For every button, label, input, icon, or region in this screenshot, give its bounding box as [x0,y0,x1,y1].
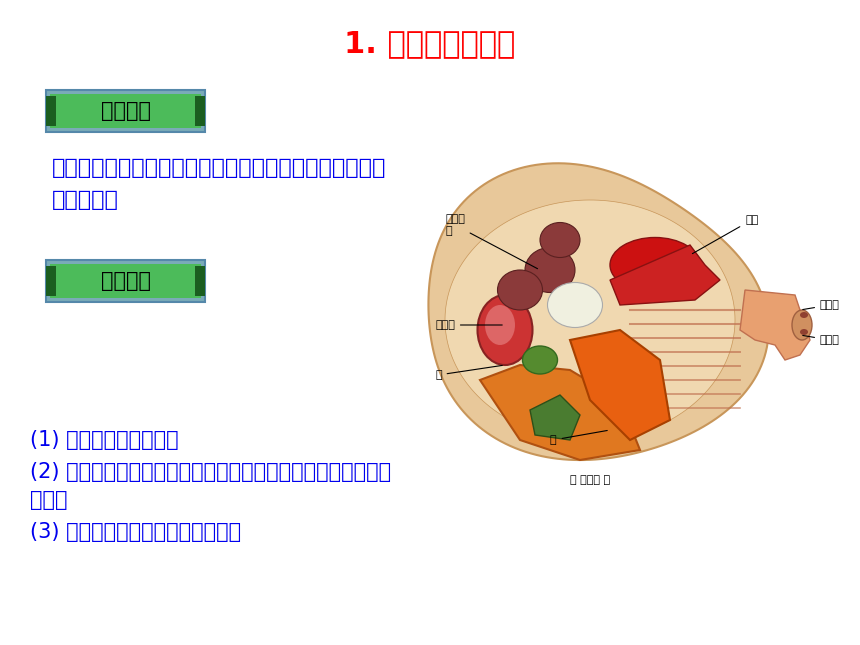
Ellipse shape [800,312,808,318]
Text: 入水口: 入水口 [802,335,840,345]
Polygon shape [530,395,580,440]
Text: 的呢？: 的呢？ [30,490,67,510]
Text: (3) 想一想，它是如何获取食物的？: (3) 想一想，它是如何获取食物的？ [30,522,241,542]
Ellipse shape [548,283,603,328]
Ellipse shape [540,223,580,257]
Ellipse shape [485,305,515,345]
FancyBboxPatch shape [46,260,205,302]
Text: 小组活动: 小组活动 [101,101,150,121]
Text: 取一只双壳类动物，打开贝壳后，揭开部分外套膜，观察: 取一只双壳类动物，打开贝壳后，揭开部分外套膜，观察 [52,158,386,178]
Text: (1) 贝壳的作用是什么？: (1) 贝壳的作用是什么？ [30,430,179,450]
FancyBboxPatch shape [51,265,206,303]
Text: 消化腺
胃: 消化腺 胃 [445,214,538,269]
FancyBboxPatch shape [51,95,206,133]
Text: 肠 外套膜 鳃: 肠 外套膜 鳃 [570,475,610,485]
Text: 足: 足 [550,430,607,445]
Ellipse shape [610,237,700,292]
Text: 讨论提纲: 讨论提纲 [101,271,150,291]
Polygon shape [610,245,720,305]
Polygon shape [480,365,640,460]
Polygon shape [428,163,769,460]
Ellipse shape [497,270,543,310]
Text: 心脏: 心脏 [692,215,759,253]
Ellipse shape [523,346,557,374]
Text: 1. 观察双壳类动物: 1. 观察双壳类动物 [344,30,516,59]
Ellipse shape [477,295,532,365]
FancyBboxPatch shape [195,96,205,126]
FancyBboxPatch shape [46,90,205,132]
FancyBboxPatch shape [50,264,201,298]
Text: 出水口: 出水口 [802,300,840,310]
Text: 内部结构。: 内部结构。 [52,190,119,210]
Polygon shape [570,330,670,440]
Ellipse shape [792,310,812,340]
Ellipse shape [525,248,575,292]
Text: (2) 你所观察的动物是靠什么结构运动的？又是靠什么结构呼吸: (2) 你所观察的动物是靠什么结构运动的？又是靠什么结构呼吸 [30,462,391,482]
FancyBboxPatch shape [46,96,56,126]
Polygon shape [445,200,735,440]
Polygon shape [740,290,810,360]
Text: 闭壳肌: 闭壳肌 [435,320,502,330]
Text: 口: 口 [435,366,502,380]
Ellipse shape [800,329,808,335]
FancyBboxPatch shape [46,266,56,296]
FancyBboxPatch shape [195,266,205,296]
FancyBboxPatch shape [50,94,201,128]
